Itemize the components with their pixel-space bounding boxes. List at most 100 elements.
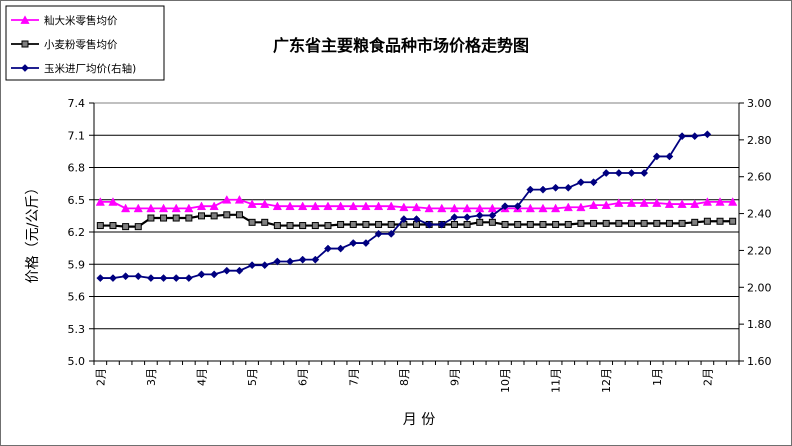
data-point [134, 272, 143, 281]
data-point [450, 213, 459, 222]
data-point [196, 201, 207, 211]
data-point [488, 211, 497, 220]
data-point [335, 201, 346, 211]
x-tick-label: 2月 [94, 368, 107, 386]
data-point [374, 229, 383, 238]
data-point [120, 203, 131, 213]
series-layer [95, 130, 738, 283]
x-tick-label: 9月 [448, 368, 461, 386]
data-point [564, 183, 573, 192]
y2-tick-label: 1.60 [747, 355, 772, 368]
chart-title: 广东省主要粮食品种市场价格走势图 [273, 36, 529, 55]
data-point [615, 219, 623, 227]
data-point [463, 213, 472, 222]
data-point [273, 222, 281, 230]
data-point [640, 169, 649, 177]
data-point [652, 198, 662, 207]
y-tick-label: 5.9 [68, 258, 86, 271]
data-point [526, 185, 535, 194]
y-tick-label: 6.8 [68, 162, 86, 175]
data-point [488, 218, 496, 226]
y2-tick-label: 2.00 [747, 281, 772, 294]
data-point [209, 201, 219, 211]
data-point [96, 274, 105, 283]
data-point [628, 219, 635, 227]
data-point [311, 255, 320, 264]
data-point [375, 220, 383, 228]
y-tick-label: 5.3 [68, 323, 86, 336]
data-point [298, 201, 308, 211]
data-point [261, 218, 269, 226]
legend-label: 小麦粉零售均价 [44, 38, 118, 51]
data-point [337, 220, 345, 228]
x-tick-label: 10月 [499, 368, 512, 393]
legend-label: 籼大米零售均价 [44, 14, 118, 27]
data-point [197, 270, 206, 279]
data-point [640, 219, 648, 227]
data-point [563, 202, 573, 212]
y-tick-label: 7.4 [68, 97, 86, 110]
data-point [715, 197, 725, 206]
data-point [298, 255, 307, 264]
series-0 [95, 195, 738, 213]
data-point [349, 220, 357, 228]
data-point [590, 219, 598, 227]
data-point [386, 201, 396, 211]
data-point [285, 201, 295, 211]
data-point [147, 214, 155, 222]
data-point [159, 274, 168, 283]
data-point [109, 274, 117, 283]
data-point [703, 217, 711, 225]
data-point [729, 217, 737, 225]
data-point [665, 152, 674, 161]
legend-marker [20, 15, 30, 24]
x-tick-label: 2月 [701, 368, 714, 386]
data-point [601, 200, 611, 209]
data-point [412, 215, 421, 224]
data-point [576, 178, 585, 187]
data-point [323, 201, 333, 211]
data-point [311, 222, 319, 230]
y-tick-label: 6.5 [68, 194, 86, 207]
data-point [260, 261, 269, 270]
data-point [437, 220, 446, 229]
x-tick-label: 4月 [196, 368, 209, 386]
data-point [146, 203, 156, 213]
data-point [146, 274, 155, 283]
y-tick-label: 5.0 [68, 355, 86, 368]
data-point [690, 132, 699, 141]
data-point [122, 223, 130, 231]
data-point [437, 203, 447, 213]
data-point [424, 203, 434, 213]
x-tick-label: 5月 [246, 368, 259, 386]
data-point [172, 274, 181, 283]
data-point [602, 219, 610, 227]
data-point [222, 195, 232, 204]
data-point [210, 270, 219, 279]
data-point [425, 220, 434, 229]
data-point [158, 203, 169, 213]
y-axis-label: 价格（元/公斤） [25, 181, 41, 284]
gridlines [94, 134, 739, 330]
data-point [475, 211, 484, 220]
x-tick-label: 7月 [347, 368, 360, 386]
data-point [525, 203, 535, 213]
data-point [222, 266, 231, 275]
y2-tick-label: 1.80 [747, 318, 772, 331]
data-point [260, 199, 270, 208]
data-point [348, 201, 358, 211]
data-point [198, 212, 205, 220]
data-point [476, 218, 484, 226]
data-point [664, 199, 675, 208]
data-point [324, 222, 332, 230]
data-point [235, 266, 244, 275]
data-point [703, 130, 712, 139]
data-point [463, 220, 471, 228]
data-point [234, 195, 245, 204]
y-tick-label: 6.2 [68, 226, 86, 239]
data-point [235, 211, 243, 219]
y2-tick-label: 2.60 [747, 171, 772, 184]
data-point [399, 215, 408, 224]
